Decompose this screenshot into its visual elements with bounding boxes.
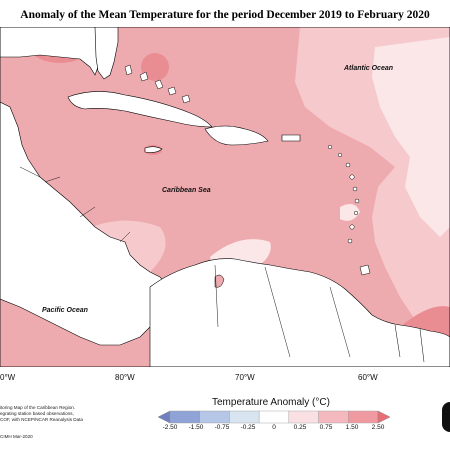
footnote-credit: CIMH Mar-2020 (0, 434, 33, 439)
lon-label-80w: 80°W (115, 373, 135, 382)
land-trinidad (359, 264, 371, 276)
legend-swatch (288, 410, 319, 424)
legend-tick-label: -2.50 (162, 424, 178, 431)
legend-tick-label: 1.50 (345, 424, 359, 431)
label-caribbean-sea: Caribbean Sea (162, 187, 211, 194)
footnote-line-3: COF, with NCEP/NCAR Reanalysis Data (0, 417, 83, 422)
legend-swatch (318, 410, 349, 424)
legend-swatch (199, 410, 230, 424)
legend-colorbar (157, 410, 391, 424)
atlantic-lightest-anomaly-region (372, 37, 450, 237)
footnote-line-1: itoring Map of the Caribbean Region. (0, 405, 76, 410)
legend-tick-label: -0.75 (214, 424, 230, 431)
legend-tick-label: 2.50 (371, 424, 385, 431)
legend-tick-label: 0 (272, 424, 276, 431)
lon-label-70w: 70°W (235, 373, 255, 382)
anomaly-map: Atlantic Ocean Caribbean Sea Pacific Oce… (0, 27, 450, 367)
caribbean-light-patch-central (340, 203, 360, 221)
land-jamaica (144, 146, 163, 153)
land-south-america (149, 258, 450, 367)
land-bahamas (124, 64, 191, 104)
legend-swatch (258, 410, 290, 424)
land-hispaniola (204, 125, 269, 146)
land-lesser-antilles (327, 144, 360, 244)
legend-swatch (229, 410, 260, 424)
lake-maracaibo (214, 274, 225, 288)
country-borders (19, 166, 351, 358)
logo-partial (442, 402, 450, 432)
land-cuba (67, 91, 213, 128)
land-puerto-rico (281, 134, 301, 142)
footnote-line-2: egrating station based observations, (0, 411, 74, 416)
warm-spot-bahamas (141, 53, 169, 81)
land-florida (94, 27, 119, 80)
land-central-america (0, 101, 171, 346)
legend-tick-label: -1.50 (188, 424, 204, 431)
legend-swatch (348, 410, 379, 424)
label-atlantic-ocean: Atlantic Ocean (343, 65, 393, 72)
legend-tick-label: 0.75 (319, 424, 333, 431)
legend-swatch (169, 410, 200, 424)
lon-label-60w: 60°W (358, 373, 378, 382)
legend-title: Temperature Anomaly (°C) (212, 397, 330, 408)
legend-swatch-low-triangle (157, 410, 171, 424)
legend-tick-label: 0.25 (293, 424, 307, 431)
legend-swatch-high-triangle (377, 410, 391, 424)
lon-label-90w-partial: 0°W (0, 373, 16, 382)
label-pacific-ocean: Pacific Ocean (42, 307, 88, 314)
map-title: Anomaly of the Mean Temperature for the … (20, 9, 430, 21)
legend-tick-label: -0.25 (240, 424, 256, 431)
guianas-border (394, 324, 425, 363)
